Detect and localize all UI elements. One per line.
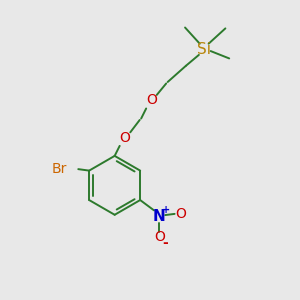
Text: +: +: [162, 205, 170, 215]
Text: O: O: [175, 207, 186, 221]
Text: O: O: [119, 130, 130, 145]
Text: -: -: [162, 236, 168, 250]
Text: Si: Si: [197, 42, 211, 57]
Text: O: O: [154, 230, 165, 244]
Text: O: O: [146, 93, 157, 107]
Text: N: N: [153, 209, 166, 224]
Text: Br: Br: [52, 162, 67, 176]
